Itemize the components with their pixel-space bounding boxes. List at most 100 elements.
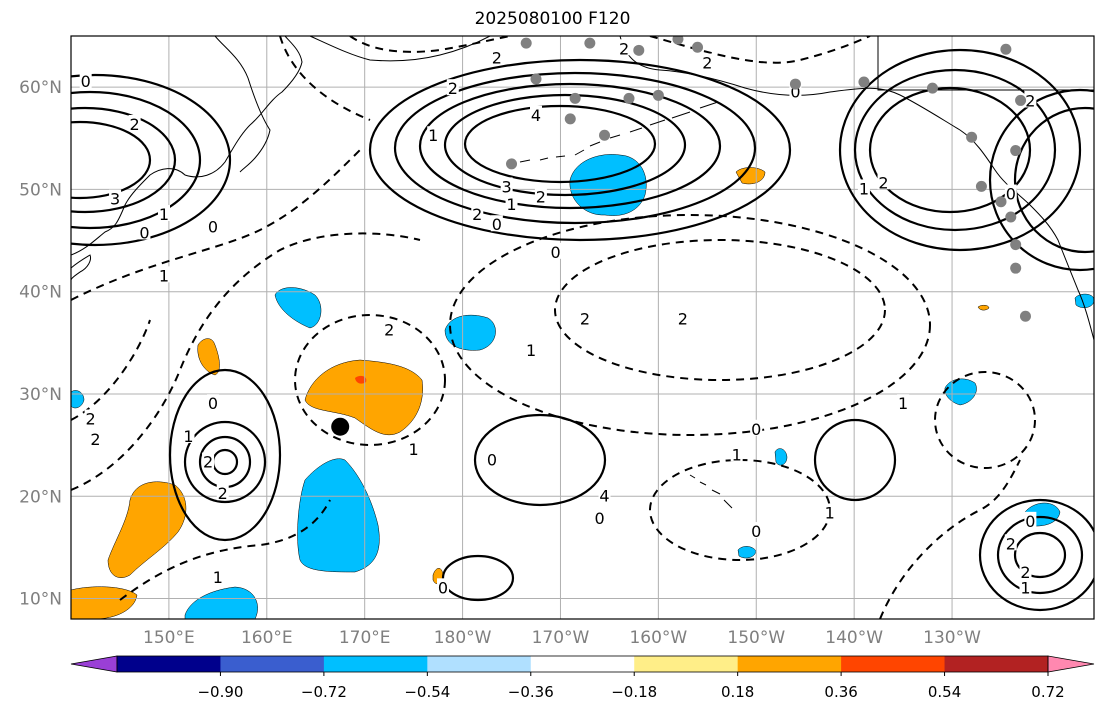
contour-label: 2 — [130, 115, 140, 134]
latitude-label: 20°N — [19, 487, 62, 507]
contour-label-bg — [490, 215, 503, 232]
dashed-contours — [71, 36, 1036, 619]
contour-line — [853, 68, 1057, 232]
contour-label: 0 — [1006, 185, 1016, 204]
longitude-label: 170°E — [339, 628, 391, 648]
coastline-japan — [71, 254, 91, 281]
contour-label: 2 — [203, 453, 213, 472]
contour-label: 2 — [384, 321, 394, 340]
contour-label: 0 — [550, 243, 560, 262]
contour-label: 2 — [536, 188, 546, 207]
contour-line — [1013, 106, 1094, 254]
longitude-label: 140°W — [825, 628, 883, 648]
contour-label: 1 — [159, 266, 169, 285]
latitude-label: 10°N — [19, 590, 62, 610]
contour-line — [449, 214, 931, 436]
contour-label: 3 — [502, 177, 512, 196]
contour-label-bg — [109, 189, 122, 206]
negative-anomaly-area — [184, 586, 258, 619]
contour-label: 1 — [183, 427, 193, 446]
station-dot — [520, 37, 532, 49]
positive-anomaly-area — [977, 304, 990, 311]
contour-line — [443, 93, 687, 197]
station-dot — [623, 92, 635, 104]
contour-line — [934, 371, 1036, 469]
contour-label-bg — [138, 223, 151, 240]
contour-label: 0 — [751, 420, 761, 439]
contour-label-bg — [750, 522, 763, 539]
contour-label-bg — [158, 266, 170, 283]
contour-label-bg — [530, 105, 542, 122]
longitude-label: 150°E — [143, 628, 195, 648]
station-dot — [1015, 94, 1027, 106]
contour-line — [393, 71, 757, 225]
colorbar-segment — [220, 656, 325, 672]
contour-label-bg — [1024, 511, 1037, 528]
longitude-labels: 150°E 160°E 170°E 180°W 170°W 160°W 150°W 140°W… — [143, 628, 981, 648]
contour-label-bg — [128, 114, 141, 131]
colorbar-tick-label: 0.72 — [1031, 683, 1064, 701]
contour-label: 1 — [428, 126, 438, 145]
contour-label-bg — [427, 126, 440, 143]
contour-line — [463, 104, 657, 184]
contour-label: 4 — [531, 106, 541, 125]
contour-label-bg — [485, 450, 498, 467]
colorbar-tick-label: 0.54 — [928, 683, 961, 701]
contour-label-bg — [1019, 562, 1032, 579]
coastline-kamchatka — [214, 36, 271, 173]
station-dot — [692, 41, 704, 53]
contour-line — [368, 58, 792, 242]
contour-label: 1 — [732, 445, 742, 464]
contour-label: 1 — [409, 440, 419, 459]
contour-label: 1 — [159, 205, 169, 224]
contour-label: 1 — [1020, 578, 1030, 597]
contour-label: 0 — [1025, 512, 1035, 531]
latitude-label: 30°N — [19, 385, 62, 405]
station-dot — [599, 129, 611, 141]
contour-label: 0 — [790, 82, 800, 101]
contour-label: 0 — [208, 394, 218, 413]
colorbar-tick-label: −0.54 — [404, 683, 450, 701]
colorbar-segment — [530, 656, 635, 672]
contour-line — [71, 149, 361, 301]
station-dot — [1005, 211, 1017, 223]
contour-label: 1 — [825, 504, 835, 523]
graticule — [71, 36, 1094, 619]
colorbar-tick-label: 0.36 — [824, 683, 857, 701]
contour-line — [71, 73, 232, 247]
contour-label: 0 — [487, 450, 497, 469]
negative-anomaly-area — [774, 448, 788, 466]
contour-line — [554, 239, 886, 381]
contour-label-bg — [730, 445, 743, 462]
positive-anomaly-area — [107, 481, 187, 578]
contour-label-bg — [383, 320, 396, 337]
contour-line — [418, 82, 722, 210]
station-dot — [672, 36, 684, 45]
station-dot — [975, 180, 987, 192]
contour-label-bg — [89, 430, 102, 447]
colorbar-segment — [841, 656, 946, 672]
contour-label-bg — [446, 79, 459, 96]
contour-line — [71, 90, 202, 230]
contour-label-bg — [84, 409, 97, 426]
contour-line — [294, 314, 446, 446]
contour-label-bg — [857, 179, 870, 196]
contour-label-bg — [1004, 184, 1017, 201]
contour-label: 1 — [526, 341, 536, 360]
station-dots — [506, 36, 1031, 322]
contour-label: 2 — [1020, 563, 1030, 582]
contour-label-bg — [701, 53, 714, 70]
station-dot — [506, 158, 518, 170]
contour-label-bg — [182, 426, 195, 443]
contour-label-bg — [1024, 91, 1037, 108]
contour-label-bg — [750, 419, 763, 436]
contour-line — [71, 106, 177, 214]
contour-line — [473, 413, 607, 507]
contour-label: 2 — [878, 173, 888, 192]
longitude-label: 160°W — [629, 628, 687, 648]
contour-label-bg — [500, 177, 513, 194]
contour-label-bg — [525, 341, 538, 358]
station-dot — [1010, 145, 1022, 157]
contour-label: 2 — [1025, 91, 1035, 110]
